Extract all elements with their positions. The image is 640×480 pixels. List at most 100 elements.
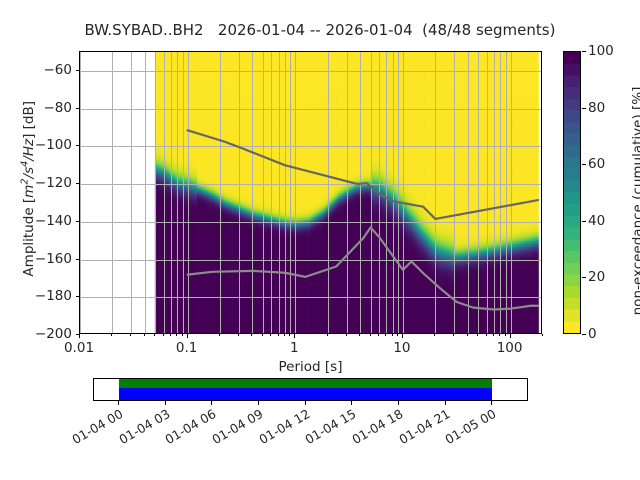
timeline-tick xyxy=(444,401,446,405)
colorbar-tick-label: 40 xyxy=(588,212,606,229)
timeline-tick xyxy=(118,401,120,405)
y-axis-tick-label: −180 xyxy=(34,288,72,305)
page-title: BW.SYBAD..BH2 2026-01-04 -- 2026-01-04 (… xyxy=(84,21,556,39)
timeline-tick xyxy=(304,401,306,405)
noise-model-lines xyxy=(186,129,540,311)
data-coverage-timeline[interactable] xyxy=(93,378,528,401)
x-axis-tick xyxy=(542,334,543,336)
x-axis-tick-label: 0.01 xyxy=(63,340,95,356)
grid-line-vertical xyxy=(284,52,286,333)
x-axis-tick xyxy=(453,334,455,336)
x-axis-tick xyxy=(391,334,393,336)
y-axis-tick xyxy=(75,220,79,222)
x-axis-tick xyxy=(251,334,253,336)
psd-plot-area[interactable] xyxy=(79,51,542,334)
colorbar-tick xyxy=(582,107,586,109)
x-axis-tick xyxy=(397,334,399,336)
grid-line-vertical xyxy=(386,52,388,333)
colorbar-tick xyxy=(582,334,586,335)
x-axis-tick xyxy=(283,334,285,336)
grid-line-vertical xyxy=(505,52,507,333)
y-axis-title-suffix: ] [dB] xyxy=(20,100,37,139)
grid-line-vertical xyxy=(360,52,362,333)
noise-model-line-nlnm xyxy=(186,226,540,311)
y-axis-tick-label: −160 xyxy=(34,250,72,267)
timeline-tick xyxy=(258,401,260,405)
y-axis-tick-label: −60 xyxy=(43,61,73,78)
y-axis-unit-exp-2: 2 xyxy=(19,178,31,185)
x-axis-tick xyxy=(378,334,380,336)
grid-line-vertical xyxy=(252,52,254,333)
x-axis-title: Period [s] xyxy=(278,359,343,375)
colorbar[interactable] xyxy=(563,51,581,334)
grid-line-vertical xyxy=(392,52,394,333)
grid-line-vertical xyxy=(398,52,400,333)
y-axis-tick-label: −120 xyxy=(34,175,72,192)
y-axis-title: Amplitude [m2/s4/Hz] [dB] xyxy=(19,69,37,309)
y-axis-tick xyxy=(75,334,79,335)
x-axis-tick xyxy=(477,334,479,336)
x-axis-tick-label: 10 xyxy=(393,340,411,356)
psd-histogram-canvas xyxy=(80,52,541,333)
grid-line-horizontal xyxy=(80,70,541,72)
grid-line-horizontal xyxy=(80,259,541,261)
grid-line-vertical xyxy=(346,52,348,333)
x-axis-tick xyxy=(219,334,221,336)
colorbar-tick xyxy=(582,277,586,279)
x-axis-tick xyxy=(499,334,501,336)
y-axis-tick-label: −80 xyxy=(43,99,73,116)
grid-line-vertical xyxy=(220,52,222,333)
grid-line-vertical xyxy=(290,52,292,333)
x-axis-tick xyxy=(181,334,183,336)
grid-line-vertical xyxy=(163,52,165,333)
grid-line-vertical xyxy=(295,52,297,333)
grid-line-horizontal xyxy=(80,297,541,299)
x-axis-tick xyxy=(294,334,296,338)
timeline-band-green xyxy=(119,379,493,388)
grid-line-vertical xyxy=(239,52,240,333)
grid-line-vertical xyxy=(262,52,264,333)
y-axis-unit-hz: /Hz xyxy=(20,138,37,161)
x-axis-tick xyxy=(238,334,239,336)
y-axis-unit-exp-4: 4 xyxy=(19,160,31,167)
colorbar-tick xyxy=(582,51,586,52)
x-axis-tick-label: 100 xyxy=(496,340,523,356)
colorbar-tick xyxy=(582,164,586,166)
x-axis-tick xyxy=(385,334,387,336)
x-axis-tick xyxy=(434,334,436,336)
colorbar-gradient xyxy=(564,52,580,333)
grid-line-vertical xyxy=(486,52,488,333)
y-axis-tick-label: −140 xyxy=(34,212,72,229)
x-axis-tick xyxy=(277,334,279,336)
grid-line-horizontal xyxy=(80,108,541,110)
x-axis-tick xyxy=(345,334,347,336)
colorbar-tick-label: 100 xyxy=(588,43,614,59)
y-axis-tick-label: −100 xyxy=(34,137,72,154)
x-axis-tick xyxy=(154,334,156,336)
timeline-tick xyxy=(351,401,353,405)
grid-line-vertical xyxy=(510,52,512,333)
grid-line-vertical xyxy=(131,52,133,333)
timeline-tick xyxy=(211,401,213,405)
x-axis-tick xyxy=(130,334,132,336)
grid-line-vertical xyxy=(155,52,157,333)
colorbar-tick-label: 60 xyxy=(588,156,606,173)
timeline-band-blue xyxy=(119,388,493,400)
x-axis-tick xyxy=(261,334,263,336)
grid-line-vertical xyxy=(182,52,184,333)
grid-line-vertical xyxy=(493,52,495,333)
x-axis-tick xyxy=(369,334,371,336)
grid-line-vertical xyxy=(278,52,280,333)
x-axis-tick xyxy=(485,334,487,336)
grid-line-vertical xyxy=(478,52,480,333)
x-axis-tick xyxy=(79,334,80,338)
colorbar-tick-label: 20 xyxy=(588,269,606,286)
colorbar-tick-label: 0 xyxy=(588,326,597,342)
grid-line-vertical xyxy=(80,52,81,333)
x-axis-tick xyxy=(504,334,506,336)
grid-line-horizontal xyxy=(80,184,541,186)
timeline-tick xyxy=(164,401,166,405)
timeline-tick xyxy=(398,401,400,405)
grid-line-vertical xyxy=(170,52,172,333)
